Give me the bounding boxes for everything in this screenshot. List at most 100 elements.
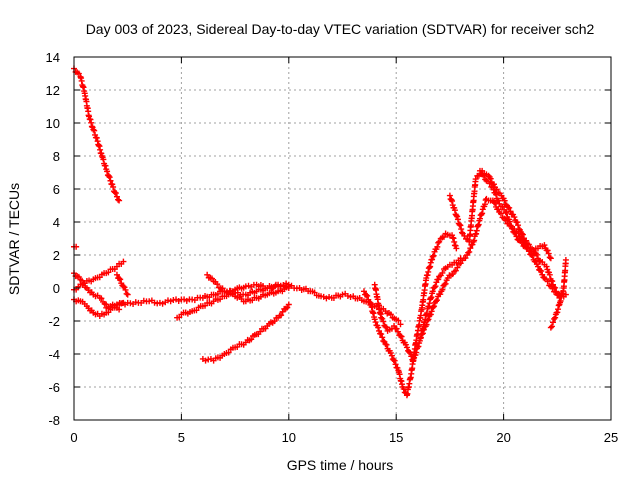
data-point	[403, 344, 410, 351]
data-point	[440, 233, 447, 240]
data-point	[434, 243, 441, 250]
data-point	[124, 291, 131, 298]
data-point	[479, 210, 486, 217]
data-point	[375, 324, 382, 331]
data-point	[554, 309, 561, 316]
data-point	[547, 324, 554, 331]
data-point	[534, 263, 541, 270]
data-point	[395, 317, 402, 324]
data-point	[116, 197, 123, 204]
data-point	[495, 197, 502, 204]
data-point	[363, 291, 370, 298]
data-point	[458, 226, 465, 233]
data-point	[430, 304, 437, 311]
data-point	[454, 264, 461, 271]
data-point	[553, 288, 560, 295]
y-tick-label: 14	[46, 50, 60, 65]
data-point	[452, 267, 459, 274]
data-point	[271, 318, 278, 325]
data-point	[437, 291, 444, 298]
y-tick-label: 6	[53, 182, 60, 197]
data-point	[75, 70, 82, 77]
data-point	[112, 190, 119, 197]
data-point	[285, 285, 292, 291]
data-point	[406, 348, 413, 355]
data-point	[360, 288, 367, 295]
data-point	[379, 334, 386, 341]
data-point	[502, 209, 509, 216]
x-tick-label: 5	[178, 430, 185, 445]
data-point	[555, 306, 562, 313]
data-point	[467, 245, 474, 252]
y-tick-label: -2	[48, 314, 60, 329]
data-point	[393, 325, 400, 332]
data-point	[547, 255, 554, 262]
data-point	[519, 231, 526, 238]
data-point	[388, 352, 395, 359]
data-point	[418, 331, 425, 338]
data-point	[104, 168, 111, 175]
data-point	[430, 252, 437, 259]
data-point	[541, 242, 548, 249]
data-point	[123, 290, 130, 297]
data-point	[423, 321, 430, 328]
data-point	[436, 238, 443, 245]
data-point	[446, 192, 453, 199]
y-tick-label: 12	[46, 83, 60, 98]
data-point	[372, 319, 379, 326]
x-tick-label: 0	[70, 430, 77, 445]
data-point	[525, 241, 532, 248]
data-point	[387, 311, 394, 318]
data-point	[380, 337, 387, 344]
data-point	[465, 249, 472, 256]
y-axis-label: SDTVAR / TECUs	[6, 183, 22, 295]
data-point	[518, 230, 525, 237]
data-point	[115, 196, 122, 203]
data-point	[523, 237, 530, 244]
data-points	[71, 65, 569, 399]
data-point	[284, 304, 291, 311]
data-point	[431, 284, 438, 291]
data-point	[476, 215, 483, 222]
data-point	[454, 216, 461, 223]
data-point	[439, 269, 446, 276]
y-tick-label: -8	[48, 413, 60, 428]
y-tick-label: -4	[48, 347, 60, 362]
plot-frame	[73, 56, 612, 421]
data-point	[548, 323, 555, 330]
data-point	[107, 177, 114, 184]
y-tick-label: 0	[53, 281, 60, 296]
data-point	[537, 267, 544, 274]
data-point	[506, 218, 513, 225]
data-point	[105, 172, 112, 179]
data-point	[524, 245, 531, 252]
data-point	[507, 208, 514, 215]
data-point	[214, 281, 221, 288]
data-point	[88, 123, 95, 130]
data-point	[479, 206, 486, 213]
data-point	[550, 319, 557, 326]
data-point	[478, 211, 485, 218]
data-point	[435, 239, 442, 246]
data-point	[407, 349, 414, 356]
data-point	[533, 251, 540, 258]
data-point	[425, 316, 432, 323]
data-point	[512, 230, 519, 237]
data-point	[497, 210, 504, 217]
data-point	[432, 283, 439, 290]
data-point	[87, 116, 94, 123]
data-point	[499, 203, 506, 210]
data-point	[392, 361, 399, 368]
data-point	[514, 219, 521, 226]
data-point	[278, 312, 285, 319]
data-point	[552, 284, 559, 291]
data-point	[379, 315, 386, 322]
y-tick-label: 2	[53, 248, 60, 263]
data-point	[462, 255, 469, 262]
data-point	[476, 167, 483, 174]
data-point	[225, 349, 232, 356]
data-point	[451, 238, 458, 245]
data-point	[551, 315, 558, 322]
data-point	[413, 349, 420, 356]
